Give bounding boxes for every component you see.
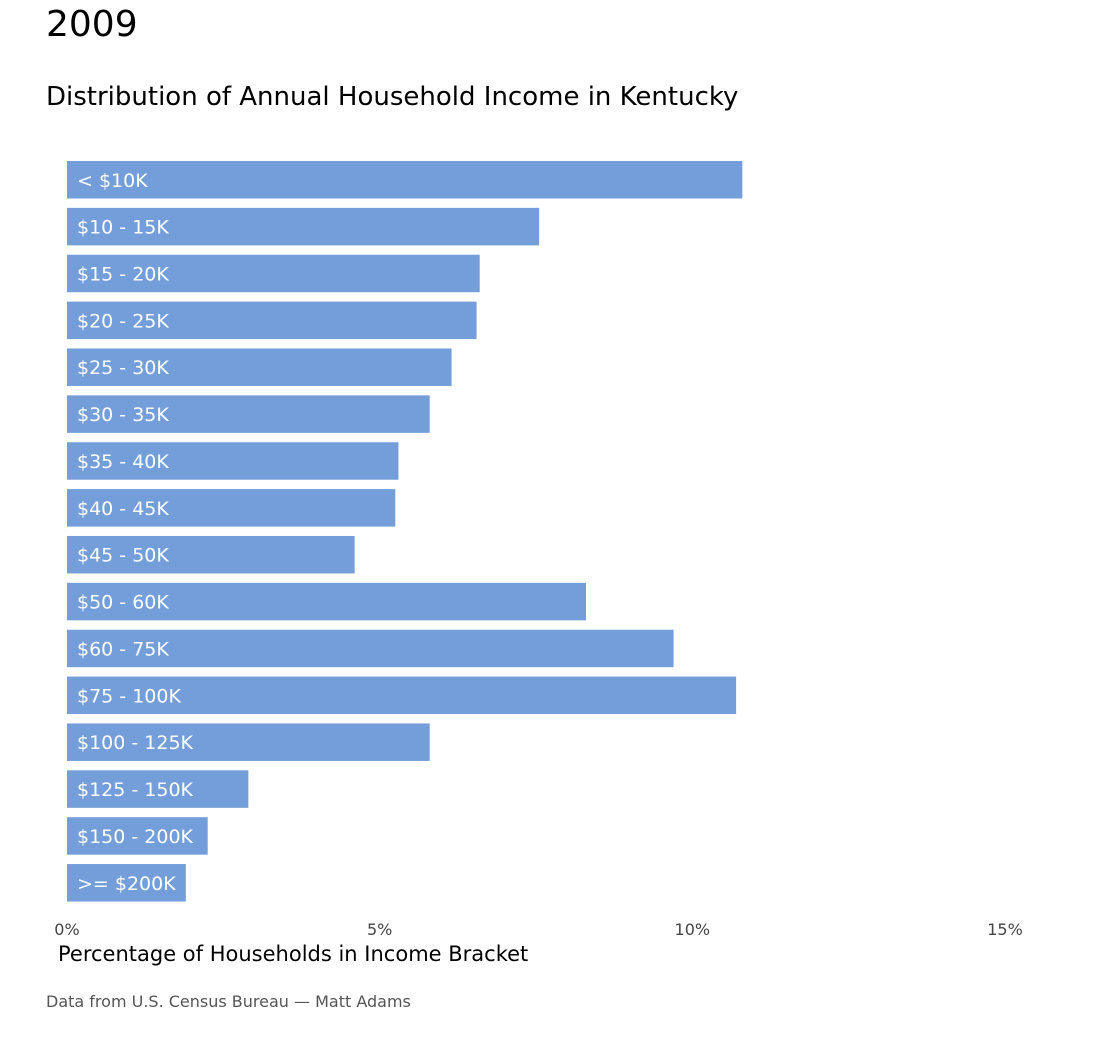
bar <box>67 817 208 855</box>
x-tick-label: 15% <box>987 920 1023 939</box>
bar <box>67 864 186 902</box>
bar-category-label: $30 - 35K <box>77 404 169 426</box>
bar <box>67 207 540 246</box>
bar-category-label: < $10K <box>77 170 148 192</box>
bar <box>67 161 743 199</box>
bar <box>67 582 587 621</box>
bar <box>67 254 480 293</box>
bar-category-label: $15 - 20K <box>77 263 169 285</box>
x-tick-label: 5% <box>367 920 392 939</box>
bar-category-label: $45 - 50K <box>77 545 169 567</box>
bar <box>67 489 396 527</box>
bar <box>67 676 737 715</box>
bar <box>67 770 249 808</box>
bar-category-label: $75 - 100K <box>77 685 181 707</box>
bar <box>67 535 355 574</box>
bar-category-label: $10 - 15K <box>77 217 169 239</box>
bar <box>67 301 477 340</box>
bar <box>67 723 430 761</box>
x-tick-label: 0% <box>54 920 79 939</box>
bar <box>67 348 452 386</box>
source-credit: Data from U.S. Census Bureau — Matt Adam… <box>46 992 411 1011</box>
bars-group: < $10K $10 - 15K $15 - 20K $20 - 25K $25 - 3… <box>67 161 743 902</box>
bar-category-label: $60 - 75K <box>77 638 169 660</box>
bar-category-label: $50 - 60K <box>77 592 169 614</box>
x-axis-ticks: 0% 5% 10% 15% <box>54 920 1022 939</box>
bar-category-label: >= $200K <box>77 873 176 895</box>
bar <box>67 395 430 433</box>
bar-category-label: $150 - 200K <box>77 826 194 848</box>
bar <box>67 442 399 480</box>
bar-category-label: $20 - 25K <box>77 310 169 332</box>
x-axis-label: Percentage of Households in Income Brack… <box>58 942 529 966</box>
bar-category-label: $100 - 125K <box>77 732 194 754</box>
bar <box>67 629 674 668</box>
bar-category-label: $25 - 30K <box>77 357 169 379</box>
bar-chart: < $10K $10 - 15K $15 - 20K $20 - 25K $25 - 3… <box>54 161 1023 939</box>
bar-category-label: $35 - 40K <box>77 451 169 473</box>
chart-year-title: 2009 <box>46 4 138 45</box>
x-tick-label: 10% <box>675 920 711 939</box>
bar-category-label: $40 - 45K <box>77 498 169 520</box>
bar-category-label: $125 - 150K <box>77 779 194 801</box>
chart-subtitle: Distribution of Annual Household Income … <box>46 82 739 112</box>
